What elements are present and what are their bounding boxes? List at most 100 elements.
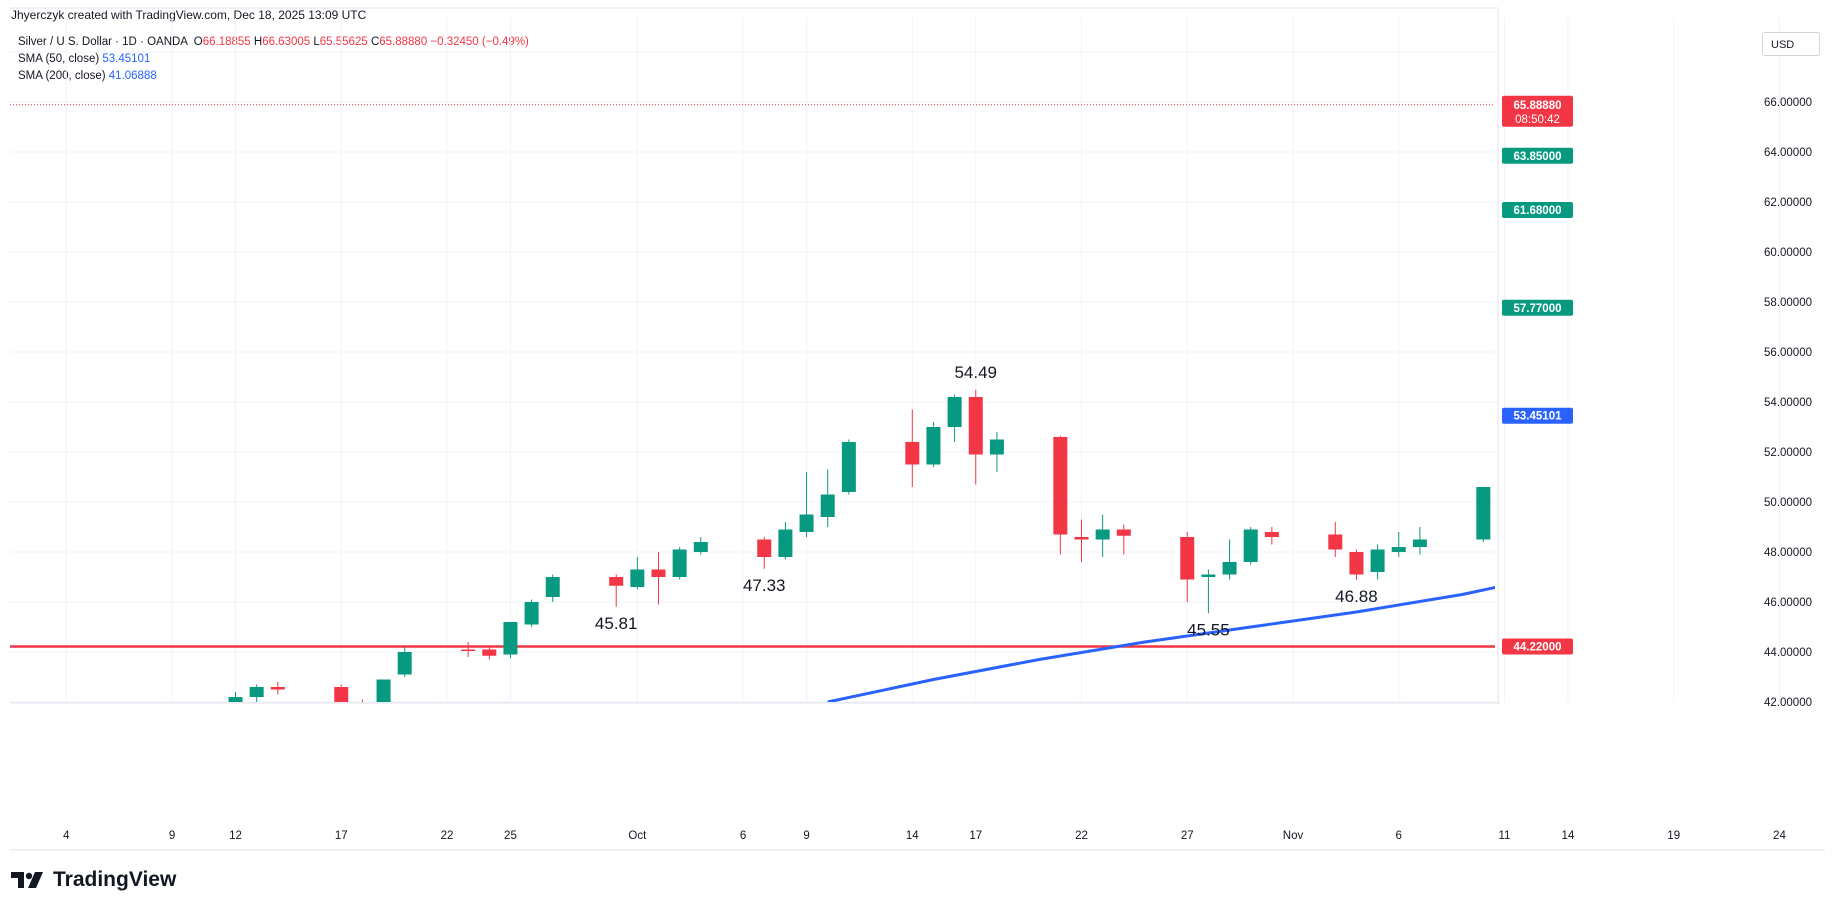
- x-tick-label: 17: [335, 830, 348, 842]
- x-tick-label: Nov: [1283, 830, 1304, 842]
- price-annotation: 45.55: [1187, 620, 1230, 639]
- candle-up: [228, 692, 243, 702]
- candle-down: [1709, 477, 1723, 536]
- plot-area: 66.9060.8056.4654.4954.3948.6447.3346.88…: [10, 104, 1808, 707]
- candle-body: [1095, 529, 1110, 540]
- candle-body: [1794, 462, 1808, 467]
- candle-body: [1328, 534, 1343, 550]
- candle-body: [757, 539, 772, 557]
- candle-up: [1095, 514, 1110, 557]
- legend-close-value: 65.88880: [379, 36, 428, 48]
- legend-symbol[interactable]: Silver / U.S. Dollar · 1D · OANDA: [18, 36, 188, 48]
- chart-credit: Jhyerczyk created with TradingView.com, …: [11, 8, 367, 22]
- candle-body: [1116, 529, 1131, 536]
- y-tick-label: 46.00000: [1764, 597, 1812, 609]
- candle-up: [926, 422, 941, 467]
- candle-body: [1074, 537, 1089, 540]
- sma50-line: [827, 585, 1495, 702]
- candle-body: [651, 569, 666, 577]
- legend-high-label: H: [253, 36, 263, 48]
- candle-body: [1222, 562, 1237, 575]
- y-tick-label: 60.00000: [1764, 247, 1812, 259]
- candle-down: [1053, 435, 1068, 555]
- candle-body: [1709, 482, 1723, 500]
- candle-up: [947, 394, 962, 442]
- candle-body: [228, 697, 243, 702]
- candle-down: [1264, 527, 1279, 545]
- candle-down: [334, 684, 349, 702]
- candle-up: [397, 647, 412, 677]
- candle-body: [334, 687, 349, 702]
- tradingview-brand[interactable]: TradingView: [11, 868, 176, 892]
- candle-down: [461, 642, 476, 657]
- current-price-badge-bg: [1502, 95, 1573, 127]
- candle-up: [1222, 539, 1237, 580]
- candle-body: [1243, 529, 1258, 562]
- legend-sma200-value: 41.06888: [108, 70, 157, 82]
- price-annotation: 54.49: [954, 363, 997, 382]
- x-tick-label: 14: [1562, 830, 1575, 842]
- candle-body: [926, 427, 941, 465]
- candle-up: [672, 547, 687, 580]
- candle-body: [249, 687, 264, 697]
- legend-sma50-row[interactable]: SMA (50, close) 53.45101: [18, 51, 529, 68]
- candle-body: [1519, 420, 1533, 468]
- candle-up: [1391, 532, 1406, 557]
- x-tick-label: 14: [906, 830, 919, 842]
- candle-down: [968, 389, 983, 485]
- legend-change-value: −0.32450 (−0.49%): [430, 36, 529, 48]
- candle-up: [524, 599, 539, 627]
- candle-down: [355, 699, 369, 707]
- candle-body: [397, 652, 412, 675]
- candle-up: [376, 679, 391, 702]
- candle-down: [609, 574, 624, 607]
- y-tick-label: 64.00000: [1764, 147, 1812, 159]
- candle-body: [1201, 574, 1216, 577]
- candle-body: [1053, 437, 1068, 535]
- candle-body: [524, 602, 539, 625]
- candle-body: [355, 705, 369, 707]
- price-annotation: 54.39: [1526, 365, 1569, 384]
- candle-body: [778, 529, 793, 557]
- candle-up: [778, 522, 793, 560]
- legend-low-value: 65.55625: [319, 36, 368, 48]
- candle-up: [1646, 467, 1660, 515]
- brand-name: TradingView: [53, 868, 177, 891]
- sma-price-badge: 53.45101: [1514, 411, 1563, 423]
- legend-sma200-row[interactable]: SMA (200, close) 41.06888: [18, 68, 529, 85]
- y-tick-label: 42.00000: [1764, 697, 1812, 709]
- candle-up: [1201, 569, 1216, 614]
- price-annotation: 47.33: [743, 576, 786, 595]
- level-price-badge: 61.68000: [1514, 205, 1562, 217]
- legend-open-label: O: [193, 36, 203, 48]
- x-tick-label: 17: [969, 830, 982, 842]
- candle-body: [630, 569, 645, 587]
- candle-up: [503, 622, 518, 659]
- y-tick-label: 48.00000: [1764, 547, 1812, 559]
- y-tick-label: 66.00000: [1764, 97, 1812, 109]
- candle-down: [1180, 532, 1195, 602]
- x-tick-label: 12: [229, 830, 242, 842]
- candle-down: [482, 645, 497, 660]
- candle-up: [1243, 527, 1258, 565]
- y-tick-label: 56.00000: [1764, 347, 1812, 359]
- candle-body: [989, 439, 1004, 455]
- candle-body: [1391, 547, 1406, 552]
- candle-body: [461, 649, 476, 651]
- grid: [10, 18, 1780, 703]
- price-annotation: 45.81: [595, 614, 638, 633]
- candle-body: [947, 397, 962, 427]
- y-tick-label: 62.00000: [1764, 197, 1812, 209]
- candle-body: [482, 649, 497, 656]
- chart-legend: Silver / U.S. Dollar · 1D · OANDA O66.18…: [18, 34, 529, 85]
- x-tick-label: 19: [1667, 830, 1680, 842]
- y-tick-label: 44.00000: [1764, 647, 1812, 659]
- x-tick-label: 9: [803, 830, 809, 842]
- candle-body: [905, 442, 920, 465]
- currency-button[interactable]: USD: [1762, 32, 1820, 56]
- price-annotation: 46.88: [1335, 587, 1378, 606]
- candle-up: [1370, 544, 1385, 580]
- legend-ohlc-values: O66.18855 H66.63005 L65.55625 C65.88880 …: [191, 36, 529, 48]
- current-price-badge: 65.88880: [1514, 100, 1562, 112]
